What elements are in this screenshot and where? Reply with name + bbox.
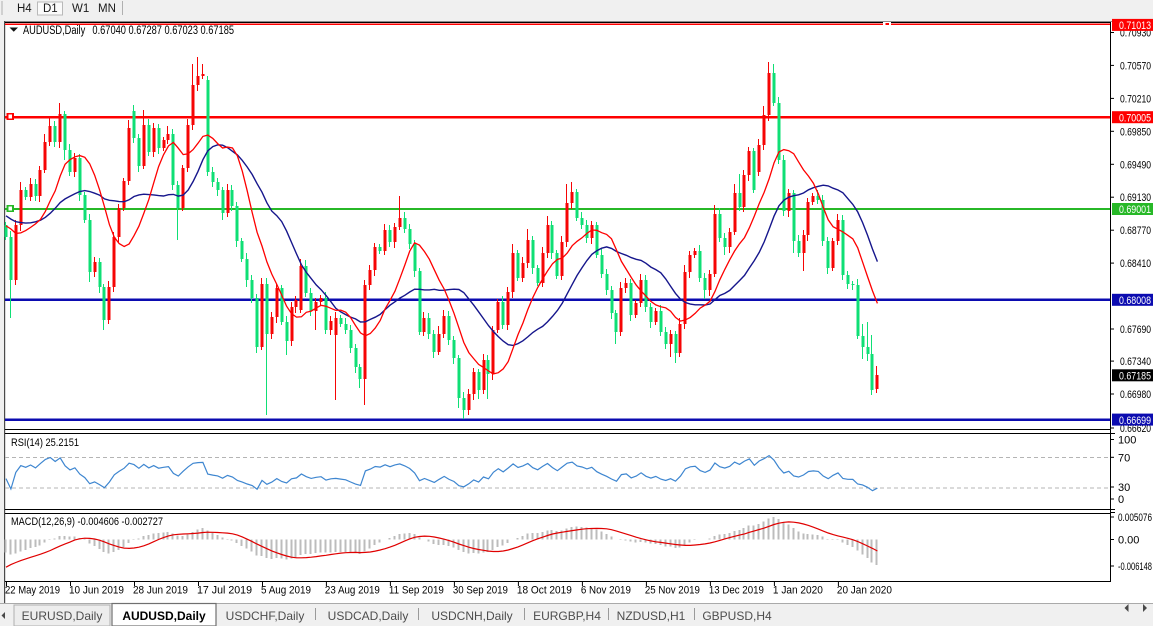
- svg-text:AUDUSD,Daily: AUDUSD,Daily: [122, 609, 206, 623]
- svg-text:28 Jun 2019: 28 Jun 2019: [133, 585, 188, 597]
- svg-text:0.67185: 0.67185: [1119, 371, 1151, 383]
- svg-text:USDCNH,Daily: USDCNH,Daily: [431, 609, 512, 623]
- svg-text:0.70210: 0.70210: [1120, 93, 1151, 105]
- svg-text:30: 30: [1118, 482, 1130, 494]
- svg-text:10 Jun 2019: 10 Jun 2019: [69, 585, 124, 597]
- svg-text:EURGBP,H4: EURGBP,H4: [533, 609, 601, 623]
- svg-text:1 Jan 2020: 1 Jan 2020: [773, 585, 823, 597]
- svg-text:22 May 2019: 22 May 2019: [5, 585, 60, 597]
- svg-text:D1: D1: [43, 3, 58, 15]
- svg-text:0.70570: 0.70570: [1120, 60, 1151, 72]
- svg-text:13 Dec 2019: 13 Dec 2019: [709, 585, 764, 597]
- svg-text:0.69850: 0.69850: [1120, 126, 1151, 138]
- svg-text:MN: MN: [98, 3, 116, 15]
- svg-text:EURUSD,Daily: EURUSD,Daily: [22, 609, 103, 623]
- svg-text:0.69001: 0.69001: [1119, 204, 1151, 216]
- svg-text:RSI(14) 25.2151: RSI(14) 25.2151: [11, 437, 79, 449]
- svg-text:0.00: 0.00: [1118, 535, 1139, 547]
- svg-text:USDCHF,Daily: USDCHF,Daily: [226, 609, 305, 623]
- svg-text:23 Aug 2019: 23 Aug 2019: [325, 585, 380, 597]
- svg-text:30 Sep 2019: 30 Sep 2019: [453, 585, 508, 597]
- svg-text:0.71013: 0.71013: [1119, 20, 1151, 32]
- svg-text:USDCAD,Daily: USDCAD,Daily: [328, 609, 409, 623]
- svg-text:W1: W1: [72, 3, 89, 15]
- svg-text:100: 100: [1118, 435, 1136, 447]
- svg-text:0.68770: 0.68770: [1120, 225, 1151, 237]
- svg-text:0.69490: 0.69490: [1120, 159, 1151, 171]
- svg-text:25 Nov 2019: 25 Nov 2019: [645, 585, 700, 597]
- svg-text:18 Oct 2019: 18 Oct 2019: [517, 585, 572, 597]
- svg-text:5 Aug 2019: 5 Aug 2019: [261, 585, 311, 597]
- svg-text:GBPUSD,H4: GBPUSD,H4: [702, 609, 772, 623]
- svg-text:AUDUSD,Daily 0.67040 0.67287: AUDUSD,Daily 0.67040 0.67287 0.67023 0.6…: [23, 25, 234, 37]
- svg-text:0.67340: 0.67340: [1120, 356, 1151, 368]
- svg-text:H4: H4: [17, 3, 32, 15]
- svg-text:0.68008: 0.68008: [1119, 295, 1151, 307]
- svg-text:0.69130: 0.69130: [1120, 192, 1151, 204]
- svg-text:0: 0: [1118, 494, 1124, 506]
- svg-text:70: 70: [1118, 452, 1130, 464]
- svg-text:0.66699: 0.66699: [1119, 415, 1151, 427]
- svg-text:0.66620: 0.66620: [1120, 423, 1151, 435]
- svg-text:0.005076: 0.005076: [1118, 512, 1152, 524]
- svg-text:NZDUSD,H1: NZDUSD,H1: [617, 609, 686, 623]
- svg-text:0.66980: 0.66980: [1120, 389, 1151, 401]
- svg-text:20 Jan 2020: 20 Jan 2020: [837, 585, 892, 597]
- svg-text:0.67690: 0.67690: [1120, 324, 1151, 336]
- svg-text:MACD(12,26,9) -0.004606 -0.002: MACD(12,26,9) -0.004606 -0.002727: [11, 516, 163, 528]
- svg-text:-0.006148: -0.006148: [1118, 561, 1152, 573]
- svg-text:0.70005: 0.70005: [1119, 112, 1151, 124]
- svg-text:6 Nov 2019: 6 Nov 2019: [581, 585, 631, 597]
- svg-text:17 Jul 2019: 17 Jul 2019: [197, 585, 252, 597]
- svg-text:11 Sep 2019: 11 Sep 2019: [389, 585, 444, 597]
- svg-text:0.68410: 0.68410: [1120, 258, 1151, 270]
